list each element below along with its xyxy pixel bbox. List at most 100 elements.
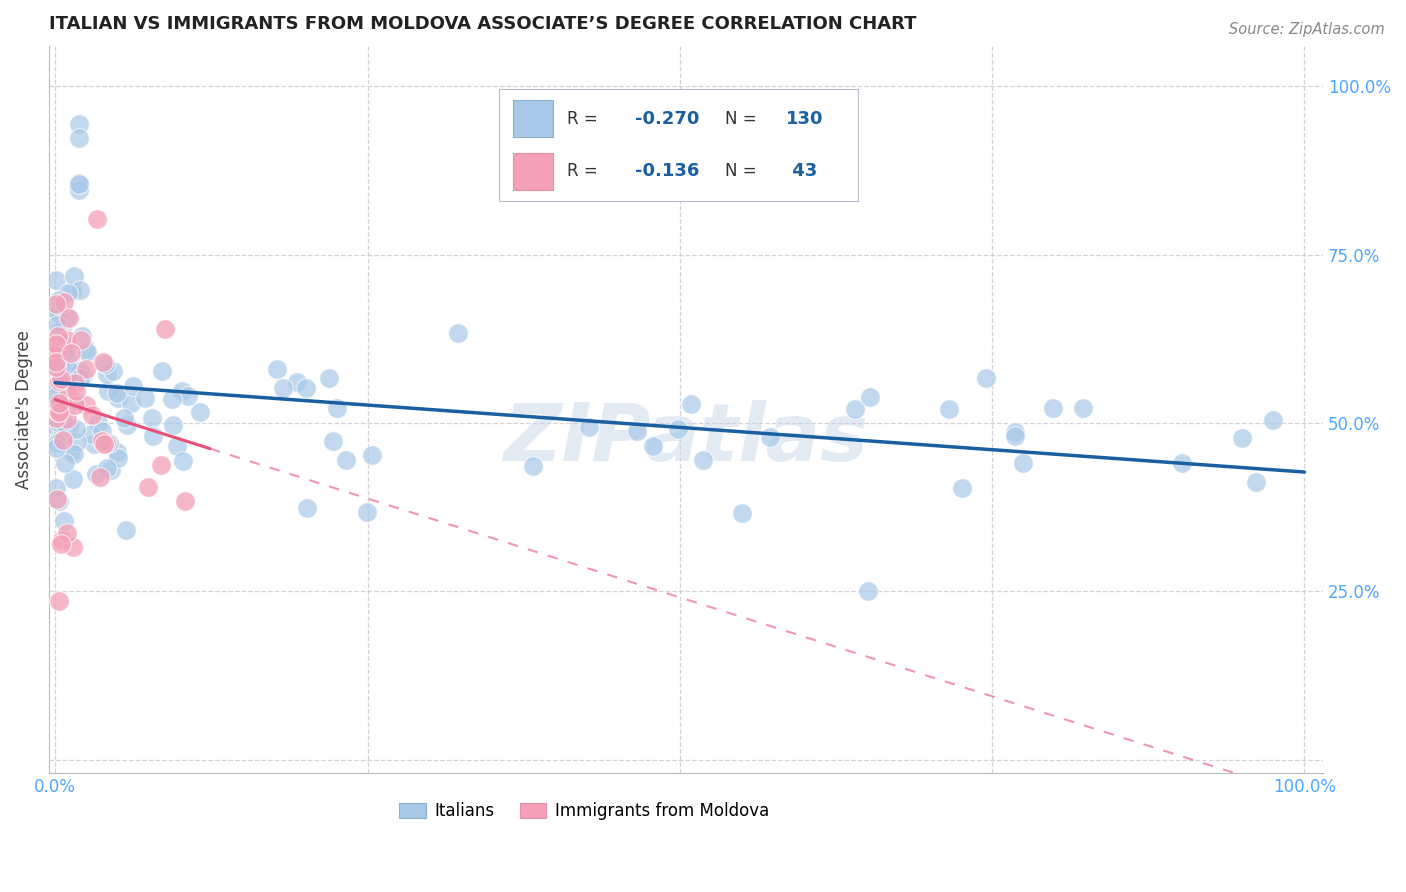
Point bbox=[45, 395, 67, 409]
Point bbox=[731, 507, 754, 521]
Point bbox=[90, 424, 112, 438]
Point bbox=[107, 391, 129, 405]
Point bbox=[90, 434, 112, 448]
Point bbox=[1004, 425, 1026, 439]
Point bbox=[69, 333, 91, 347]
Text: N =: N = bbox=[725, 162, 762, 180]
Point bbox=[63, 398, 86, 412]
Point bbox=[65, 376, 87, 390]
Point bbox=[112, 410, 135, 425]
Point bbox=[49, 362, 72, 376]
Point bbox=[63, 447, 86, 461]
Point bbox=[51, 428, 73, 442]
Point bbox=[45, 371, 67, 385]
Point bbox=[48, 396, 70, 410]
Point bbox=[86, 416, 108, 430]
Point bbox=[666, 422, 689, 436]
Point bbox=[152, 364, 174, 378]
Point bbox=[45, 328, 67, 343]
Point bbox=[45, 336, 67, 351]
Point bbox=[681, 396, 703, 410]
Point bbox=[48, 293, 70, 307]
Point bbox=[97, 384, 120, 399]
Point bbox=[62, 472, 84, 486]
Point bbox=[134, 392, 156, 406]
Point bbox=[856, 583, 879, 598]
Point bbox=[172, 384, 194, 398]
Point bbox=[938, 401, 960, 416]
Text: -0.136: -0.136 bbox=[636, 162, 700, 180]
Point bbox=[974, 371, 997, 385]
Point bbox=[67, 176, 90, 190]
Text: N =: N = bbox=[725, 110, 762, 128]
Point bbox=[76, 344, 98, 359]
Point bbox=[69, 370, 91, 384]
Point bbox=[48, 493, 70, 508]
Point bbox=[318, 371, 340, 385]
Point bbox=[58, 420, 80, 434]
Point bbox=[45, 441, 67, 455]
Point bbox=[271, 381, 294, 395]
Point bbox=[59, 445, 82, 459]
Point bbox=[82, 409, 104, 423]
Point bbox=[46, 318, 69, 332]
Point bbox=[66, 435, 89, 450]
Legend: Italians, Immigrants from Moldova: Italians, Immigrants from Moldova bbox=[392, 796, 776, 827]
Text: ZIPatlas: ZIPatlas bbox=[503, 400, 869, 477]
Point bbox=[142, 429, 165, 443]
Point bbox=[58, 355, 80, 369]
Point bbox=[56, 385, 79, 400]
Point bbox=[45, 419, 67, 434]
Point bbox=[1263, 413, 1285, 427]
Point bbox=[101, 364, 124, 378]
Point bbox=[326, 401, 349, 415]
Point bbox=[97, 436, 120, 450]
Point bbox=[67, 177, 90, 191]
Point bbox=[174, 494, 197, 508]
Point bbox=[45, 272, 67, 286]
Point bbox=[266, 362, 288, 376]
Point bbox=[295, 381, 318, 395]
Point bbox=[58, 375, 80, 389]
Point bbox=[84, 467, 107, 481]
Bar bbox=[513, 101, 553, 137]
Point bbox=[60, 284, 83, 298]
Point bbox=[105, 385, 128, 400]
Text: -0.270: -0.270 bbox=[636, 110, 700, 128]
Point bbox=[69, 364, 91, 378]
Point bbox=[48, 330, 70, 344]
Point bbox=[46, 344, 69, 359]
Point bbox=[45, 355, 67, 369]
Point bbox=[447, 326, 470, 340]
Point bbox=[58, 310, 80, 325]
Point bbox=[45, 411, 67, 425]
Text: 130: 130 bbox=[786, 110, 824, 128]
Point bbox=[162, 392, 184, 407]
Point bbox=[86, 211, 108, 226]
Point bbox=[56, 333, 79, 347]
Point bbox=[177, 389, 200, 403]
Point bbox=[1232, 431, 1254, 445]
Point bbox=[49, 392, 72, 407]
Text: Source: ZipAtlas.com: Source: ZipAtlas.com bbox=[1229, 22, 1385, 37]
Point bbox=[45, 389, 67, 403]
Point bbox=[55, 310, 77, 325]
Point bbox=[52, 294, 75, 309]
Point bbox=[94, 436, 117, 450]
Point bbox=[48, 405, 70, 419]
Point bbox=[626, 424, 648, 438]
Point bbox=[45, 359, 67, 374]
Text: ITALIAN VS IMMIGRANTS FROM MOLDOVA ASSOCIATE’S DEGREE CORRELATION CHART: ITALIAN VS IMMIGRANTS FROM MOLDOVA ASSOC… bbox=[49, 15, 917, 33]
Point bbox=[56, 411, 79, 425]
Point bbox=[950, 481, 973, 495]
Point bbox=[49, 379, 72, 393]
Point bbox=[356, 505, 378, 519]
Point bbox=[58, 363, 80, 377]
Point bbox=[75, 342, 97, 356]
Point bbox=[162, 417, 184, 432]
Point bbox=[100, 463, 122, 477]
Point bbox=[859, 390, 882, 404]
Point bbox=[136, 479, 159, 493]
Point bbox=[46, 415, 69, 429]
Point bbox=[55, 344, 77, 359]
